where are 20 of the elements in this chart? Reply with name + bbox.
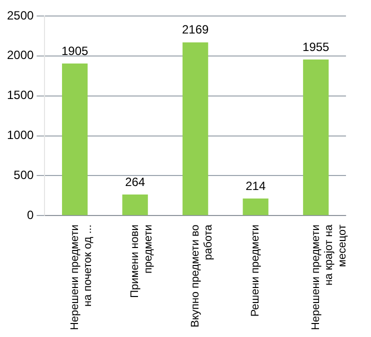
- x-tick-label: Решени предмети: [250, 224, 262, 317]
- y-tick-label: 1000: [6, 128, 34, 142]
- data-label: 1955: [302, 40, 330, 54]
- y-tick-label: 2500: [6, 8, 34, 22]
- y-tick-label: 2000: [6, 48, 34, 62]
- bar: [182, 42, 208, 216]
- data-label: 264: [125, 174, 146, 189]
- bar: [122, 194, 148, 216]
- x-tick-label: Нерешени предмети на почеток од ...: [68, 224, 94, 330]
- data-label: 1905: [61, 44, 88, 58]
- bar: [303, 60, 329, 216]
- y-tick-label: 1500: [6, 88, 34, 102]
- y-tick-label: 0: [27, 208, 34, 222]
- data-label: 2169: [182, 22, 210, 37]
- y-tick-label: 500: [14, 168, 34, 182]
- bar: [242, 198, 268, 216]
- x-tick-label: Вкупно предмети во работа: [189, 224, 215, 328]
- data-label: 214: [246, 178, 266, 193]
- bar: [62, 64, 88, 216]
- x-tick-label: Нерешени предмети на крајот на месецот: [310, 224, 348, 330]
